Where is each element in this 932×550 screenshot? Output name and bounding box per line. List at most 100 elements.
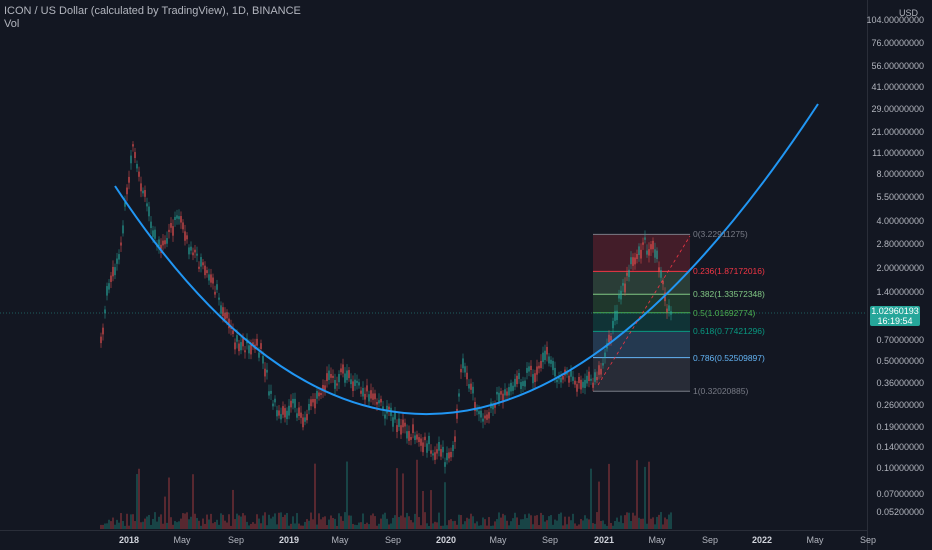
volume-bar xyxy=(116,519,118,529)
volume-bar xyxy=(354,524,356,529)
volume-bar xyxy=(586,518,588,529)
volume-bar xyxy=(566,524,568,529)
volume-bar xyxy=(334,518,336,529)
volume-bar xyxy=(398,517,400,529)
volume-bar xyxy=(584,515,586,529)
volume-bar xyxy=(648,461,650,529)
cup-curve-drawing[interactable] xyxy=(114,103,819,415)
volume-bar xyxy=(422,490,424,529)
volume-bar xyxy=(510,521,512,529)
volume-indicator-label[interactable]: Vol xyxy=(4,18,20,30)
price-tick: 29.00000000 xyxy=(871,104,924,114)
volume-bar xyxy=(634,515,636,529)
volume-bar xyxy=(286,512,288,529)
candlestick-series xyxy=(100,141,672,474)
volume-bar xyxy=(444,482,446,529)
volume-bar xyxy=(452,521,454,529)
volume-bar xyxy=(488,517,490,529)
volume-bar xyxy=(416,459,418,529)
volume-bar xyxy=(252,522,254,529)
price-tick: 0.36000000 xyxy=(876,378,924,388)
volume-bar xyxy=(446,525,448,529)
volume-bar xyxy=(434,521,436,529)
volume-bar xyxy=(214,522,216,529)
price-tick: 0.07000000 xyxy=(876,489,924,499)
last-price-value: 1.02960193 xyxy=(871,306,919,316)
volume-bar xyxy=(136,474,138,529)
volume-bar xyxy=(260,523,262,529)
volume-bar xyxy=(474,523,476,529)
volume-bar xyxy=(186,512,188,529)
volume-bar xyxy=(650,518,652,529)
volume-bar xyxy=(210,513,212,529)
volume-bar xyxy=(588,519,590,529)
volume-bars xyxy=(100,459,672,529)
volume-bar xyxy=(550,515,552,529)
volume-bar xyxy=(276,524,278,529)
volume-bar xyxy=(170,517,172,529)
fib-trend-line[interactable] xyxy=(597,235,691,386)
time-tick: 2020 xyxy=(435,535,457,545)
time-tick: May xyxy=(806,535,824,545)
volume-bar xyxy=(662,524,664,529)
volume-bar xyxy=(516,517,518,529)
volume-bar xyxy=(380,518,382,529)
volume-bar xyxy=(230,525,232,529)
volume-bar xyxy=(458,514,460,529)
volume-bar xyxy=(104,523,106,529)
volume-bar xyxy=(294,523,296,529)
fib-zone xyxy=(593,271,690,295)
volume-bar xyxy=(366,522,368,529)
price-axis-border xyxy=(867,0,868,550)
price-tick: 0.05200000 xyxy=(876,507,924,517)
volume-bar xyxy=(288,525,290,529)
volume-bar xyxy=(440,525,442,529)
volume-bar xyxy=(270,518,272,529)
volume-bar xyxy=(636,460,638,529)
volume-bar xyxy=(300,525,302,529)
fib-level-label: 1(0.32020885) xyxy=(693,386,749,397)
time-tick: Sep xyxy=(701,535,719,545)
volume-bar xyxy=(402,473,404,529)
volume-bar xyxy=(628,512,630,529)
volume-bar xyxy=(640,518,642,529)
volume-bar xyxy=(332,517,334,529)
volume-bar xyxy=(420,525,422,529)
volume-bar xyxy=(578,524,580,529)
price-tick: 0.50000000 xyxy=(876,356,924,366)
volume-bar xyxy=(390,523,392,529)
price-tick: 56.00000000 xyxy=(871,61,924,71)
volume-bar xyxy=(610,522,612,529)
volume-bar xyxy=(148,514,150,529)
volume-bar xyxy=(544,521,546,529)
price-tick: 0.26000000 xyxy=(876,400,924,410)
volume-bar xyxy=(404,517,406,529)
volume-bar xyxy=(268,514,270,529)
volume-bar xyxy=(604,524,606,529)
volume-bar xyxy=(372,513,374,529)
time-tick: May xyxy=(648,535,666,545)
volume-bar xyxy=(370,515,372,529)
volume-bar xyxy=(568,516,570,529)
price-tick: 4.00000000 xyxy=(876,216,924,226)
volume-bar xyxy=(418,517,420,529)
price-tick: 1.40000000 xyxy=(876,287,924,297)
volume-bar xyxy=(166,522,168,529)
volume-bar xyxy=(316,524,318,529)
volume-bar xyxy=(460,515,462,529)
volume-bar xyxy=(654,524,656,529)
volume-bar xyxy=(162,523,164,529)
volume-bar xyxy=(256,514,258,529)
volume-bar xyxy=(202,518,204,529)
volume-bar xyxy=(498,512,500,529)
volume-bar xyxy=(542,515,544,529)
symbol-title[interactable]: ICON / US Dollar (calculated by TradingV… xyxy=(4,5,301,17)
volume-bar xyxy=(190,516,192,529)
volume-bar xyxy=(646,523,648,529)
volume-bar xyxy=(126,513,128,529)
price-tick: 8.00000000 xyxy=(876,169,924,179)
volume-bar xyxy=(228,514,230,529)
volume-bar xyxy=(482,517,484,529)
price-tick: 5.50000000 xyxy=(876,192,924,202)
